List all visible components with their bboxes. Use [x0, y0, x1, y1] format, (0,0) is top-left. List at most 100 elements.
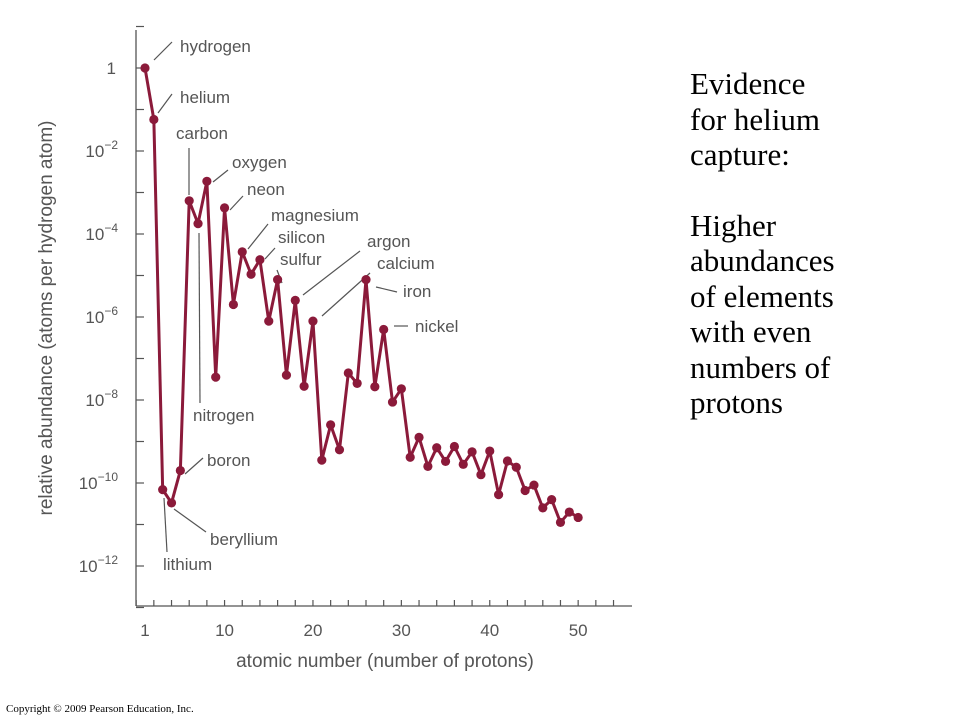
- data-point: [396, 384, 406, 394]
- leader-magnesium: [247, 223, 269, 250]
- leader-argon: [302, 250, 361, 296]
- label-argon: argon: [367, 232, 410, 251]
- data-point: [175, 465, 185, 476]
- leader-hydrogen: [153, 41, 173, 61]
- leader-helium: [157, 93, 173, 114]
- data-point: [458, 459, 468, 469]
- label-nickel: nickel: [415, 317, 458, 336]
- side-heading-line: capture:: [690, 137, 790, 172]
- label-silicon: silicon: [278, 228, 325, 247]
- x-tick-label: 30: [392, 621, 411, 640]
- x-tick-label: 20: [303, 621, 322, 640]
- data-point: [387, 397, 398, 407]
- label-boron: boron: [207, 451, 250, 470]
- data-point: [255, 255, 265, 265]
- x-tick-label: 10: [215, 621, 234, 640]
- label-carbon: carbon: [176, 124, 228, 143]
- label-helium: helium: [180, 88, 230, 107]
- data-point: [555, 517, 566, 528]
- annotation-labels: hydrogen helium lithium beryllium boron carbo…: [163, 37, 458, 574]
- side-text: Evidence for helium capture: Higher abun…: [690, 66, 950, 421]
- data-point: [299, 381, 309, 391]
- data-point: [140, 63, 150, 73]
- data-point: [149, 114, 159, 125]
- x-tick-label: 50: [569, 621, 588, 640]
- data-point: [158, 485, 168, 495]
- x-axis-title: atomic number (number of protons): [236, 651, 534, 672]
- y-tick-label: 1: [107, 59, 116, 78]
- label-sulfur: sulfur: [280, 250, 322, 269]
- leader-beryllium: [173, 508, 207, 533]
- data-point: [184, 196, 194, 206]
- data-point: [520, 485, 530, 496]
- side-heading-line: Evidence: [690, 66, 806, 101]
- label-neon: neon: [247, 180, 285, 199]
- data-point: [166, 498, 177, 508]
- data-point: [405, 452, 415, 462]
- leader-boron: [184, 457, 204, 475]
- data-point: [423, 461, 433, 471]
- data-point: [202, 176, 212, 186]
- label-beryllium: beryllium: [210, 530, 278, 549]
- side-body-line: Higher: [690, 207, 777, 243]
- data-point: [467, 447, 477, 457]
- data-point: [317, 455, 327, 465]
- data-point: [211, 372, 221, 382]
- label-hydrogen: hydrogen: [180, 37, 251, 56]
- y-tick-label: 10−2: [85, 138, 118, 161]
- y-tick-label: 10−8: [85, 387, 118, 410]
- label-calcium: calcium: [377, 254, 435, 273]
- data-point: [379, 324, 389, 335]
- label-oxygen: oxygen: [232, 153, 287, 172]
- data-point: [326, 420, 336, 430]
- side-heading-line: for helium: [690, 101, 820, 137]
- y-axis-title: relative abundance (atoms per hydrogen a…: [36, 120, 57, 515]
- data-point: [529, 480, 539, 490]
- label-iron: iron: [403, 282, 431, 301]
- label-lithium: lithium: [163, 555, 212, 574]
- data-point: [485, 446, 495, 456]
- label-magnesium: magnesium: [271, 206, 359, 225]
- y-tick-label: 10−6: [85, 304, 118, 327]
- leader-silicon: [264, 247, 276, 260]
- data-point: [511, 462, 521, 472]
- abundance-line: [143, 67, 579, 524]
- data-point: [370, 382, 380, 392]
- data-point: [449, 441, 459, 452]
- y-tick-label: 10−4: [85, 221, 118, 244]
- data-point: [476, 470, 486, 480]
- y-tick-label: 10−12: [79, 553, 119, 576]
- leader-iron: [375, 286, 398, 293]
- leader-neon: [229, 195, 244, 211]
- data-point: [308, 316, 318, 326]
- side-body-line: of elements: [690, 278, 834, 314]
- side-body-line: numbers of: [690, 349, 831, 385]
- data-point: [573, 512, 583, 523]
- data-point: [494, 490, 504, 500]
- data-point: [219, 203, 230, 213]
- leader-nitrogen: [198, 232, 201, 404]
- data-point: [564, 507, 574, 517]
- y-tick-label: 10−10: [79, 470, 119, 493]
- side-body-line: abundances: [690, 243, 835, 278]
- chart-ticks: 1 10−2 10−4 10−6 10−8 10−10 10−12 1 10 20 30 40 50: [79, 25, 615, 640]
- data-point: [502, 456, 513, 466]
- label-nitrogen: nitrogen: [193, 406, 254, 425]
- copyright-notice: Copyright © 2009 Pearson Education, Inc.: [6, 703, 194, 715]
- data-point: [334, 445, 345, 455]
- data-point: [193, 219, 203, 229]
- side-body-line: protons: [690, 385, 783, 420]
- chart-series: [140, 63, 583, 528]
- x-tick-label: 1: [140, 621, 149, 640]
- data-point: [538, 503, 548, 513]
- data-point: [361, 275, 371, 285]
- data-point: [281, 370, 292, 380]
- leader-oxygen: [212, 169, 229, 183]
- annotation-leaders: [153, 41, 408, 553]
- data-point: [273, 275, 283, 285]
- data-point: [343, 368, 353, 378]
- data-point: [290, 295, 300, 305]
- data-point: [228, 299, 238, 310]
- data-point: [352, 378, 362, 388]
